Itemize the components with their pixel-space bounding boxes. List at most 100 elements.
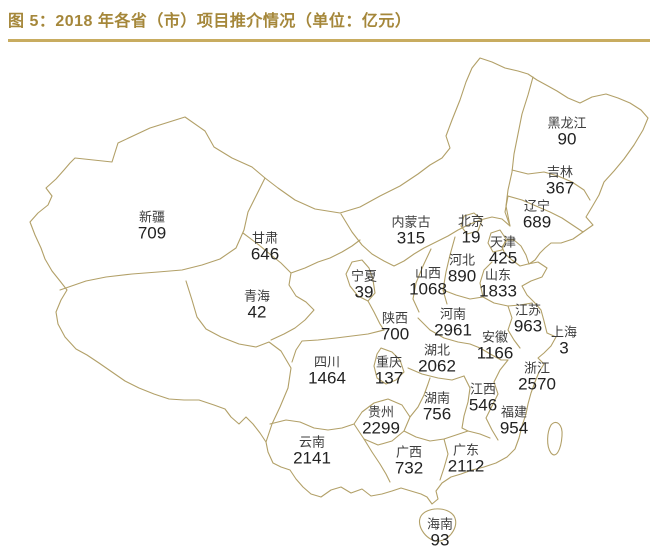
province-name: 江苏 — [514, 302, 541, 318]
province-label: 河南 2961 — [434, 307, 472, 340]
province-label: 甘肃 646 — [251, 231, 279, 264]
province-label: 吉林 367 — [546, 165, 574, 198]
province-name: 湖南 — [423, 390, 450, 406]
figure-title: 图 5：2018 年各省（市）项目推介情况（单位：亿元） — [8, 13, 412, 30]
province-label: 辽宁 689 — [523, 199, 551, 232]
province-name: 江西 — [469, 381, 496, 397]
province-value: 2141 — [293, 448, 331, 468]
province-value: 963 — [513, 316, 543, 336]
province-label: 上海 3 — [551, 325, 577, 358]
border-shanxi-east — [442, 236, 456, 305]
title-divider — [8, 39, 650, 42]
province-label: 贵州 2299 — [362, 405, 400, 438]
province-value: 2062 — [418, 356, 456, 376]
border-henan-hubei — [417, 317, 481, 349]
border-jiangsu-west — [507, 305, 521, 349]
province-name: 内蒙古 — [391, 214, 431, 230]
border-sichuan-north — [291, 329, 385, 363]
island-hainan — [419, 508, 457, 542]
province-label: 山东 1833 — [479, 268, 517, 301]
province-label: 江西 546 — [469, 382, 497, 415]
province-label: 福建 954 — [500, 405, 528, 438]
border-yunnan-guangxi — [363, 438, 391, 483]
province-name: 贵州 — [367, 404, 395, 420]
province-value: 39 — [354, 282, 374, 302]
province-value: 2570 — [518, 374, 556, 394]
border-xinjiang-south — [59, 177, 266, 291]
border-shandong-west — [479, 261, 493, 298]
province-name: 云南 — [298, 434, 326, 450]
border-shaanxi-west — [367, 300, 385, 331]
border-hebei-henan — [442, 289, 484, 300]
province-label: 重庆 137 — [375, 355, 403, 388]
province-label: 北京 19 — [458, 214, 484, 247]
border-guangdong-guangxi — [439, 438, 449, 481]
province-label: 内蒙古 315 — [391, 215, 430, 248]
province-name: 四川 — [313, 354, 341, 370]
province-value: 646 — [250, 244, 280, 264]
province-value: 700 — [380, 324, 410, 344]
province-name: 黑龙江 — [547, 115, 587, 131]
province-name: 河南 — [439, 306, 467, 322]
province-value: 1833 — [479, 281, 517, 301]
province-label: 安徽 1166 — [477, 330, 514, 363]
province-value: 732 — [394, 458, 424, 478]
province-name: 海南 — [426, 516, 454, 532]
province-name: 广西 — [395, 444, 422, 460]
border-tianjin — [487, 229, 507, 253]
province-name: 福建 — [500, 404, 527, 420]
province-value: 1068 — [409, 279, 447, 299]
border-jilin-liaoning — [507, 195, 584, 233]
province-name: 山西 — [414, 265, 442, 281]
province-name: 辽宁 — [523, 198, 550, 214]
province-label: 青海 42 — [244, 289, 270, 322]
province-name: 浙江 — [523, 360, 551, 376]
province-value: 2961 — [434, 320, 472, 340]
border-heilongjiang-jilin — [511, 169, 591, 201]
border-tibet-qinghai-sichuan — [185, 280, 292, 443]
border-gansu-arm — [290, 239, 361, 274]
province-label: 黑龙江 90 — [547, 116, 586, 149]
province-value: 954 — [499, 418, 529, 438]
province-name: 青海 — [243, 288, 271, 304]
province-label: 宁夏 39 — [351, 269, 377, 302]
province-label: 广东 2112 — [448, 443, 485, 476]
province-name: 陕西 — [381, 310, 408, 326]
province-name: 吉林 — [546, 164, 573, 180]
province-value: 890 — [447, 266, 477, 286]
province-value: 709 — [137, 223, 167, 243]
island-taiwan — [547, 421, 563, 456]
province-name: 广东 — [452, 442, 479, 458]
province-value: 756 — [422, 404, 452, 424]
province-name: 上海 — [550, 324, 578, 340]
border-yunnan-north — [269, 419, 355, 431]
province-label: 湖北 2062 — [418, 343, 456, 376]
province-label: 陕西 700 — [381, 311, 409, 344]
province-value: 425 — [488, 248, 518, 268]
province-value: 42 — [247, 302, 267, 322]
province-name: 山东 — [484, 267, 512, 283]
province-value: 1464 — [308, 368, 346, 388]
province-label: 浙江 2570 — [518, 361, 556, 394]
province-label: 海南 93 — [427, 517, 453, 550]
border-anhui-south — [479, 347, 509, 361]
province-name: 河北 — [448, 252, 475, 268]
province-label: 四川 1464 — [308, 355, 346, 388]
province-value: 93 — [430, 530, 450, 550]
province-name: 宁夏 — [350, 268, 378, 284]
border-hunan-west — [409, 377, 431, 418]
province-value: 546 — [468, 395, 498, 415]
national-border-path — [29, 57, 649, 505]
province-name: 天津 — [489, 234, 516, 250]
province-label: 山西 1068 — [409, 266, 447, 299]
province-value: 2112 — [447, 456, 485, 476]
province-name: 甘肃 — [251, 230, 278, 246]
province-value: 315 — [396, 228, 426, 248]
province-label: 江苏 963 — [514, 303, 542, 336]
border-hubei-hunan — [407, 367, 465, 381]
province-value: 367 — [545, 178, 575, 198]
border-liaoning-west — [504, 195, 511, 227]
